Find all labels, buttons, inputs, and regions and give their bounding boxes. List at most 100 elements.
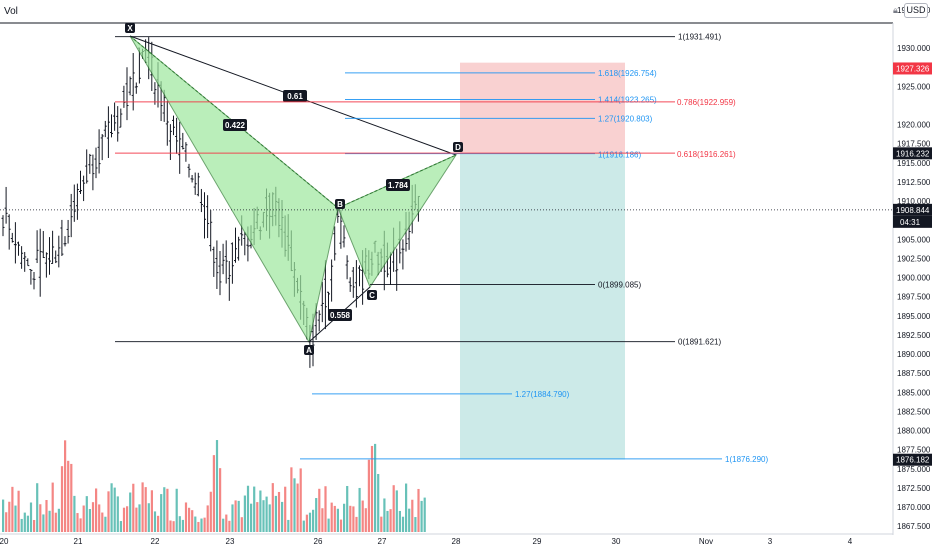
volume-bar [219,468,222,532]
pattern-point-badge [335,199,345,209]
volume-bar [333,505,336,532]
volume-bar [203,517,206,532]
volume-bar [191,510,194,532]
pattern-point-badge [125,23,135,33]
volume-bar [169,520,172,532]
volume-bar [42,514,45,532]
ratio-badge-text: 1.784 [388,181,409,190]
volume-bar [215,440,219,532]
volume-bar [119,521,122,532]
volume-bar [420,500,423,532]
volume-bar [45,499,48,532]
volume-bar [315,498,318,532]
volume-bar [110,483,113,532]
volume-bar [212,455,215,532]
volume-bar [163,487,166,532]
time-axis-tick-label: 22 [151,537,160,546]
volume-bar [95,488,98,532]
pattern-point-badge [304,345,314,355]
price-axis-tick-label: 1877.500 [897,446,931,455]
volume-bar [14,505,17,532]
price-axis-marker-text: 1908.844 [896,206,930,215]
volume-bar [76,513,79,532]
volume-bars [2,440,426,532]
price-axis-tick-label: 1882.500 [897,407,931,416]
price-axis-tick-label: 1905.000 [897,235,931,244]
time-axis-tick-label: 3 [768,537,773,546]
fib-level-label: 1(1931.491) [678,33,721,42]
volume-bar [380,516,383,532]
volume-bar [157,515,160,532]
price-axis-tick-label: 1917.500 [897,140,931,149]
price-axis-tick-label: 1867.500 [897,522,931,531]
time-axis-tick-label: 20 [0,537,9,546]
volume-bar [36,483,39,532]
price-axis-tick-label: 1885.000 [897,388,931,397]
volume-bar [253,486,256,532]
volume-bar [268,504,271,532]
volume-bar [256,502,259,532]
volume-bar [144,487,147,532]
volume-bar [355,516,358,532]
volume-bar [73,495,76,532]
volume-bar [274,495,277,532]
volume-bar [349,505,352,532]
volume-bar [126,506,129,532]
pattern-bd-line [337,154,457,209]
volume-bar [330,502,333,532]
fib-level-label: 1(1916.186) [598,151,641,160]
volume-bar [82,505,85,532]
volume-bar [318,488,321,532]
time-axis-tick-label: 23 [226,537,235,546]
volume-bar [293,478,296,532]
volume-bar [352,506,355,532]
volume-indicator-label[interactable]: Vol [4,6,18,17]
fib-level-label: 1.414(1923.265) [598,96,657,105]
volume-bar [188,507,191,532]
volume-bar [175,488,178,532]
volume-bar [60,466,64,532]
stop-loss-zone [460,62,625,154]
volume-bar [339,519,343,532]
volume-bar [147,503,150,532]
volume-bar [116,496,119,532]
volume-bar [405,483,408,532]
price-axis-tick-label: 1887.500 [897,369,931,378]
price-axis-tick-label: 1870.000 [897,503,931,512]
volume-bar [259,490,262,532]
pattern-point-label: C [369,291,375,300]
volume-bar [327,518,330,532]
target-price-marker [893,453,932,466]
volume-bar [39,504,42,532]
volume-bar [57,508,60,532]
pattern-point-label: X [127,24,133,33]
volume-bar [284,486,287,532]
volume-bar [281,501,284,532]
volume-bar [150,490,153,532]
time-axis-tick-label: 27 [378,537,387,546]
volume-bar [54,512,57,532]
volume-bar [184,502,188,532]
lock-icon[interactable]: 🔒︎ [893,5,898,15]
volume-bar [70,463,73,532]
volume-bar [324,486,327,532]
volume-bar [389,509,392,532]
pattern-point-badge [453,142,463,152]
volume-bar [312,509,315,532]
volume-bar [26,515,29,532]
volume-bar [343,503,346,532]
volume-bar [408,508,411,532]
price-axis-tick-label: 1897.500 [897,293,931,302]
volume-bar [104,516,107,532]
volume-bar [222,518,225,532]
fib-level-label: 1.27(1884.790) [515,390,570,399]
currency-button[interactable]: USD [904,3,928,18]
volume-bar [67,460,70,532]
volume-bar [194,516,197,532]
price-axis-tick-label: 1930.000 [897,44,931,53]
volume-bar [200,518,203,532]
time-axis-tick-label: 28 [452,537,461,546]
take-profit-zone [460,153,625,460]
